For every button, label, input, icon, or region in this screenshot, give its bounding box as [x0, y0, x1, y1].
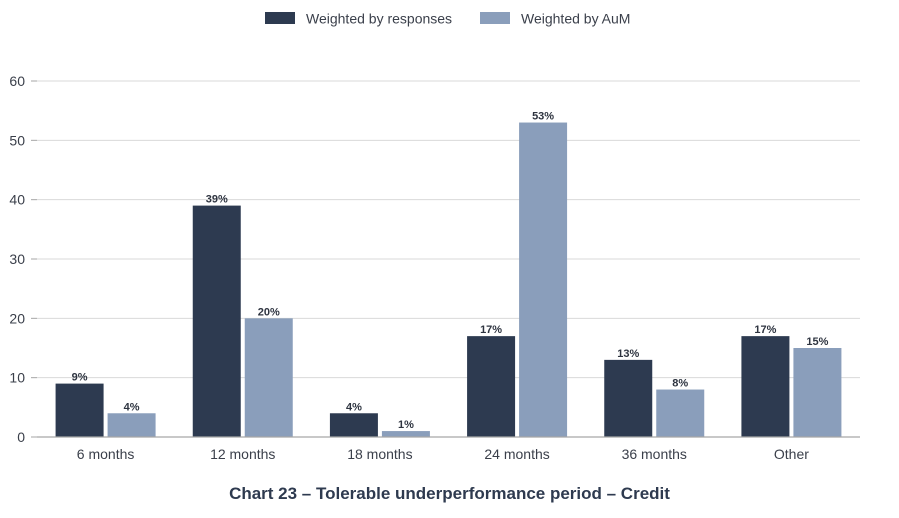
data-label: 17%	[480, 324, 502, 336]
legend-label: Weighted by responses	[306, 11, 452, 27]
bar	[741, 336, 790, 437]
data-label: 39%	[206, 194, 228, 206]
y-tick-label: 50	[9, 132, 25, 148]
legend-label: Weighted by AuM	[521, 11, 630, 27]
data-label: 8%	[672, 378, 688, 390]
legend-swatch	[480, 12, 510, 24]
bar	[381, 431, 430, 437]
bar-chart: Weighted by responses Weighted by AuM 0 10…	[9, 11, 860, 462]
x-tick-label: 12 months	[210, 446, 275, 462]
data-label: 1%	[398, 419, 414, 431]
data-label: 4%	[346, 401, 362, 413]
x-tick-label: 18 months	[347, 446, 412, 462]
data-label: 53%	[532, 111, 554, 123]
legend-swatch	[265, 12, 295, 24]
bars: 9% 4% 39% 20% 4% 1% 17% 53% 13% 8% 17% 15%	[55, 111, 842, 438]
bar	[604, 359, 653, 437]
y-tick-label: 0	[17, 429, 25, 445]
bar	[329, 413, 378, 437]
y-tick-label: 40	[9, 192, 25, 208]
bar	[467, 336, 516, 437]
data-label: 13%	[617, 348, 639, 360]
data-label: 17%	[754, 324, 776, 336]
bar	[55, 383, 104, 437]
x-tick-label: 36 months	[622, 446, 687, 462]
x-tick-label: 24 months	[484, 446, 549, 462]
bar	[107, 413, 156, 437]
bar	[656, 389, 705, 437]
bar	[793, 348, 842, 437]
x-tick-label: 6 months	[77, 446, 135, 462]
y-axis: 0 10 20 30 40 50 60	[9, 73, 37, 445]
bar	[519, 122, 568, 438]
legend: Weighted by responses Weighted by AuM	[265, 11, 630, 27]
x-axis: 6 months 12 months 18 months 24 months 36 mo…	[37, 436, 860, 462]
bar	[192, 205, 241, 437]
data-label: 15%	[806, 336, 828, 348]
bar	[244, 318, 293, 437]
y-tick-label: 20	[9, 310, 25, 326]
data-label: 20%	[258, 306, 280, 318]
gridlines	[37, 80, 860, 379]
data-label: 9%	[72, 372, 88, 384]
chart-title: Chart 23 – Tolerable underperformance pe…	[229, 484, 670, 503]
y-tick-label: 60	[9, 73, 25, 89]
x-tick-label: Other	[774, 446, 809, 462]
y-tick-label: 10	[9, 370, 25, 386]
y-tick-label: 30	[9, 251, 25, 267]
data-label: 4%	[124, 401, 140, 413]
